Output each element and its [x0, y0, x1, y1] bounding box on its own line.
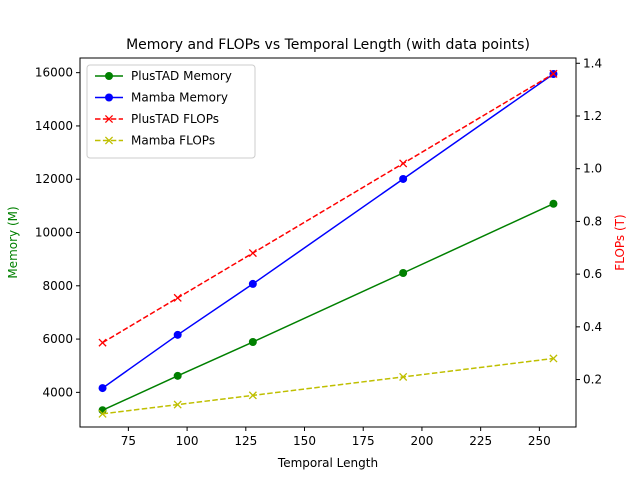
- data-point: [248, 279, 257, 288]
- x-axis-title: Temporal Length: [277, 456, 378, 470]
- chart-title: Memory and FLOPs vs Temporal Length (wit…: [126, 37, 530, 53]
- legend-label: Mamba Memory: [131, 91, 228, 105]
- legend-label: PlusTAD Memory: [131, 69, 232, 83]
- left-y-tick-label: 12000: [35, 172, 73, 186]
- data-point: [98, 409, 107, 418]
- x-tick-label: 175: [352, 434, 375, 448]
- legend-item: Mamba Memory: [95, 91, 228, 105]
- right-y-tick-label: 1.0: [583, 162, 602, 176]
- data-point: [173, 371, 182, 380]
- data-point: [173, 400, 182, 409]
- x-tick-label: 150: [293, 434, 316, 448]
- data-point: [399, 174, 408, 183]
- legend-marker: [104, 136, 114, 145]
- legend-label: Mamba FLOPs: [131, 134, 215, 148]
- legend-label: PlusTAD FLOPs: [131, 112, 219, 126]
- x-tick-label: 125: [234, 434, 257, 448]
- right-y-tick-label: 0.6: [583, 267, 602, 281]
- series-line: [102, 357, 554, 415]
- data-point: [173, 330, 182, 339]
- legend-box: [86, 64, 256, 159]
- data-point: [248, 391, 257, 400]
- legend-marker: [105, 72, 113, 80]
- data-point: [248, 248, 257, 258]
- right-axis-title: FLOPs (T): [613, 214, 627, 270]
- data-point: [173, 293, 182, 302]
- legend-item: PlusTAD Memory: [95, 69, 232, 83]
- data-point: [549, 69, 558, 78]
- data-point: [399, 159, 408, 168]
- series-plustad-flops: [98, 69, 558, 347]
- plot-frame: [79, 57, 577, 428]
- legend-marker: [104, 114, 114, 124]
- left-y-tick-label: 10000: [35, 226, 73, 240]
- data-point: [98, 384, 107, 393]
- data-point: [399, 372, 408, 381]
- left-y-tick-label: 4000: [42, 385, 73, 399]
- right-y-tick-label: 1.4: [583, 56, 602, 70]
- legend-marker: [105, 93, 113, 102]
- data-point: [549, 199, 558, 208]
- data-point: [549, 354, 558, 363]
- right-y-tick-label: 0.2: [583, 373, 602, 387]
- x-tick-label: 100: [176, 434, 199, 448]
- legend-item: Mamba FLOPs: [95, 134, 215, 148]
- legend-item: PlusTAD FLOPs: [95, 112, 219, 126]
- left-y-tick-label: 14000: [35, 119, 73, 133]
- series-line: [102, 203, 554, 411]
- left-y-tick-label: 8000: [42, 279, 73, 293]
- right-y-tick-label: 0.8: [583, 214, 602, 228]
- x-tick-label: 200: [410, 434, 433, 448]
- legend: PlusTAD Memory Mamba Memory PlusTAD FLOPs M…: [86, 64, 256, 159]
- x-tick-label: 250: [528, 434, 551, 448]
- left-axis-title: Memory (M): [6, 206, 20, 278]
- right-y-tick-label: 0.4: [583, 320, 602, 334]
- x-tick-label: 225: [469, 434, 492, 448]
- x-tick-label: 75: [121, 434, 136, 448]
- data-point: [98, 338, 107, 347]
- data-point: [248, 338, 257, 347]
- series-mamba-flops: [98, 354, 558, 418]
- data-point: [399, 269, 408, 278]
- left-y-tick-label: 16000: [35, 66, 73, 80]
- right-y-tick-label: 1.2: [583, 109, 602, 123]
- left-y-tick-label: 6000: [42, 332, 73, 346]
